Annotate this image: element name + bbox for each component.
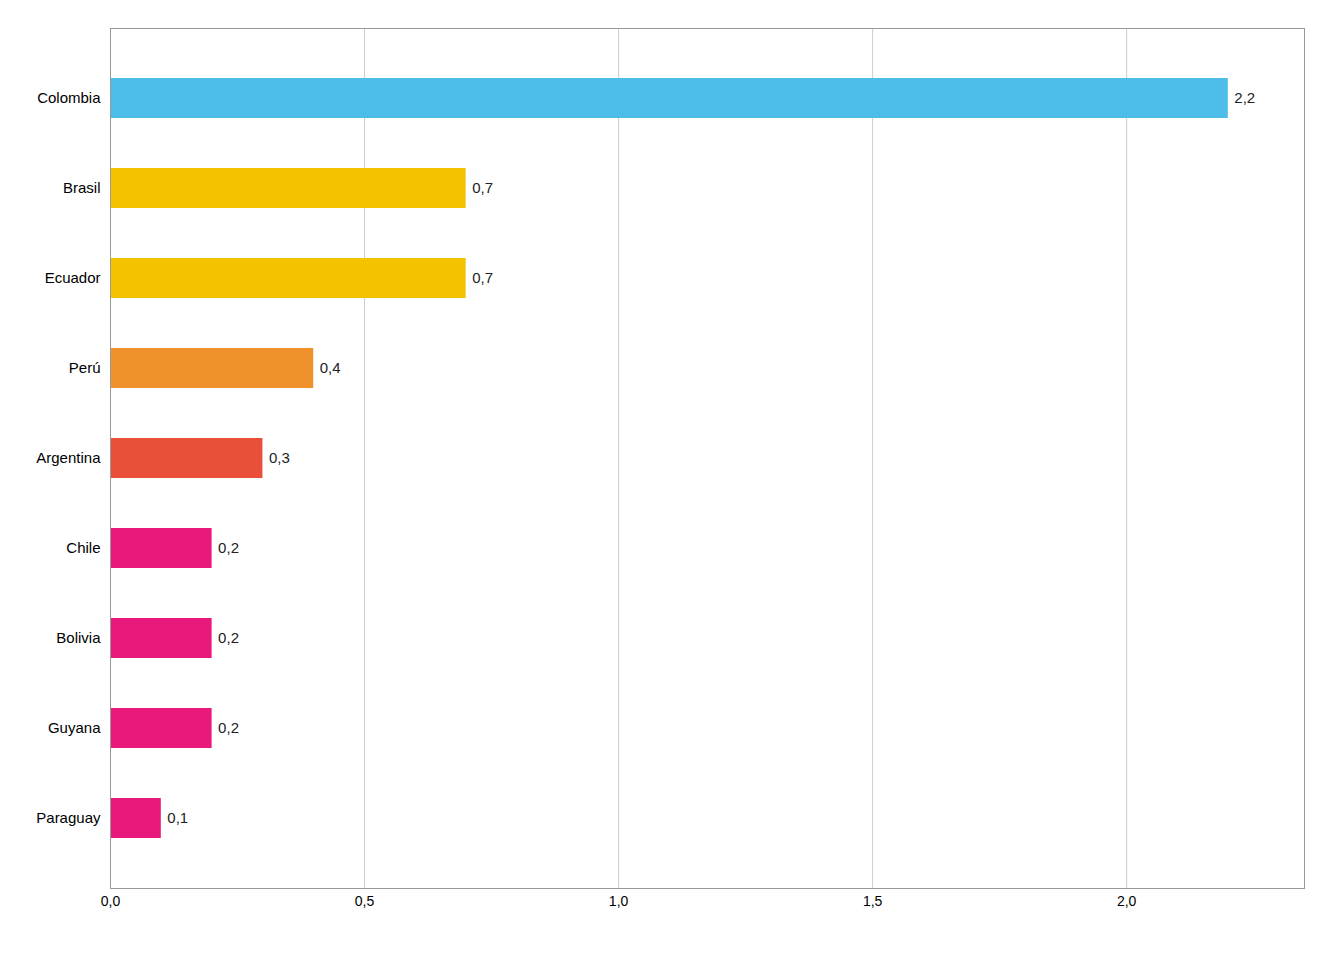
svg-text:Ecuador: Ecuador	[45, 269, 101, 286]
svg-text:Paraguay: Paraguay	[36, 809, 101, 826]
svg-text:0,7: 0,7	[472, 269, 493, 286]
svg-text:2,0: 2,0	[1117, 893, 1137, 909]
svg-text:0,0: 0,0	[101, 893, 121, 909]
svg-text:0,2: 0,2	[218, 539, 239, 556]
svg-text:Guyana: Guyana	[48, 719, 101, 736]
svg-text:0,1: 0,1	[167, 809, 188, 826]
svg-text:0,4: 0,4	[320, 359, 341, 376]
svg-text:0,7: 0,7	[472, 179, 493, 196]
svg-text:0,3: 0,3	[269, 449, 290, 466]
svg-text:Perú: Perú	[69, 359, 101, 376]
svg-text:2,2: 2,2	[1234, 89, 1255, 106]
svg-text:1,0: 1,0	[609, 893, 629, 909]
svg-text:Brasil: Brasil	[63, 179, 101, 196]
svg-text:1,5: 1,5	[863, 893, 883, 909]
svg-text:Colombia: Colombia	[37, 89, 101, 106]
svg-text:0,2: 0,2	[218, 629, 239, 646]
svg-text:0,2: 0,2	[218, 719, 239, 736]
svg-text:Argentina: Argentina	[36, 449, 101, 466]
svg-text:Chile: Chile	[66, 539, 100, 556]
svg-text:Bolivia: Bolivia	[56, 629, 101, 646]
svg-text:0,5: 0,5	[355, 893, 375, 909]
